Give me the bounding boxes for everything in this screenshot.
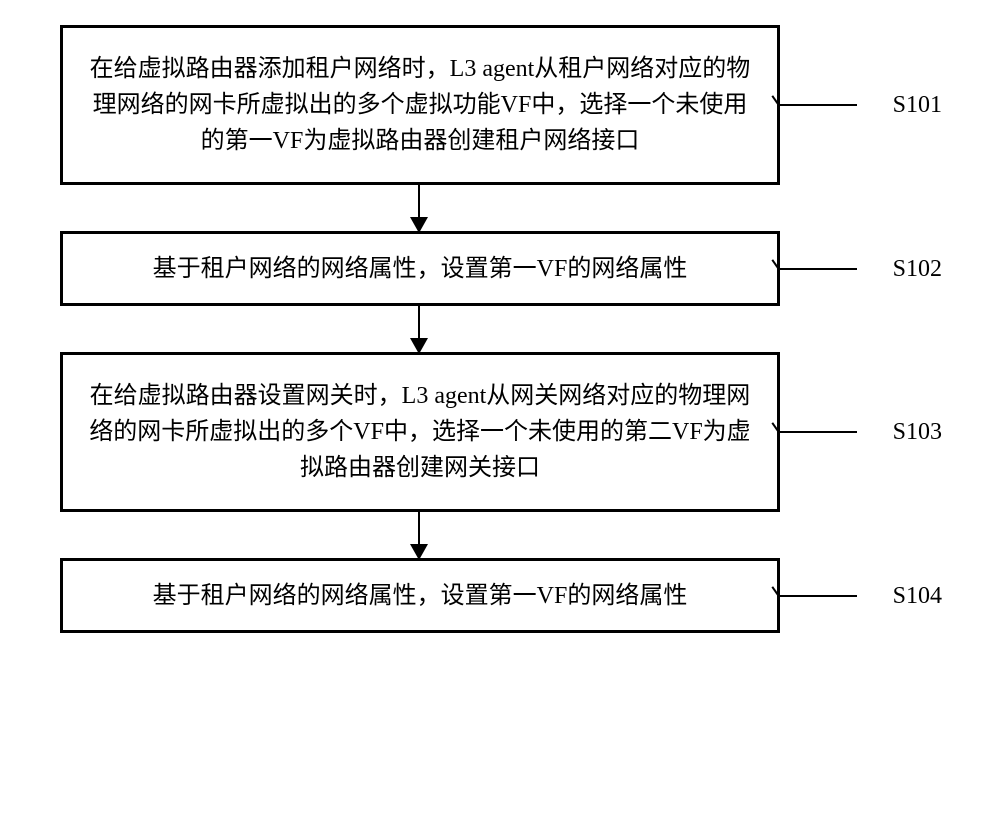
flowchart-container: 在给虚拟路由器添加租户网络时，L3 agent从租户网络对应的物理网络的网卡所虚… (60, 25, 940, 633)
step-label: S102 (893, 251, 942, 287)
label-connector (779, 595, 857, 597)
label-connector (779, 104, 857, 106)
step-text: 在给虚拟路由器添加租户网络时，L3 agent从租户网络对应的物理网络的网卡所虚… (83, 51, 757, 159)
step-text: 在给虚拟路由器设置网关时，L3 agent从网关网络对应的物理网络的网卡所虚拟出… (83, 378, 757, 486)
step-box-s101: 在给虚拟路由器添加租户网络时，L3 agent从租户网络对应的物理网络的网卡所虚… (60, 25, 780, 185)
arrow-s102-s103 (418, 306, 420, 352)
arrow-s103-s104 (418, 512, 420, 558)
step-box-s102: 基于租户网络的网络属性，设置第一VF的网络属性 S102 (60, 231, 780, 306)
step-box-s104: 基于租户网络的网络属性，设置第一VF的网络属性 S104 (60, 558, 780, 633)
label-connector (779, 431, 857, 433)
step-label: S101 (893, 87, 942, 123)
step-text: 基于租户网络的网络属性，设置第一VF的网络属性 (153, 251, 688, 287)
label-connector (779, 268, 857, 270)
arrow-s101-s102 (418, 185, 420, 231)
step-box-s103: 在给虚拟路由器设置网关时，L3 agent从网关网络对应的物理网络的网卡所虚拟出… (60, 352, 780, 512)
step-label: S104 (893, 578, 942, 614)
step-text: 基于租户网络的网络属性，设置第一VF的网络属性 (153, 578, 688, 614)
step-label: S103 (893, 414, 942, 450)
